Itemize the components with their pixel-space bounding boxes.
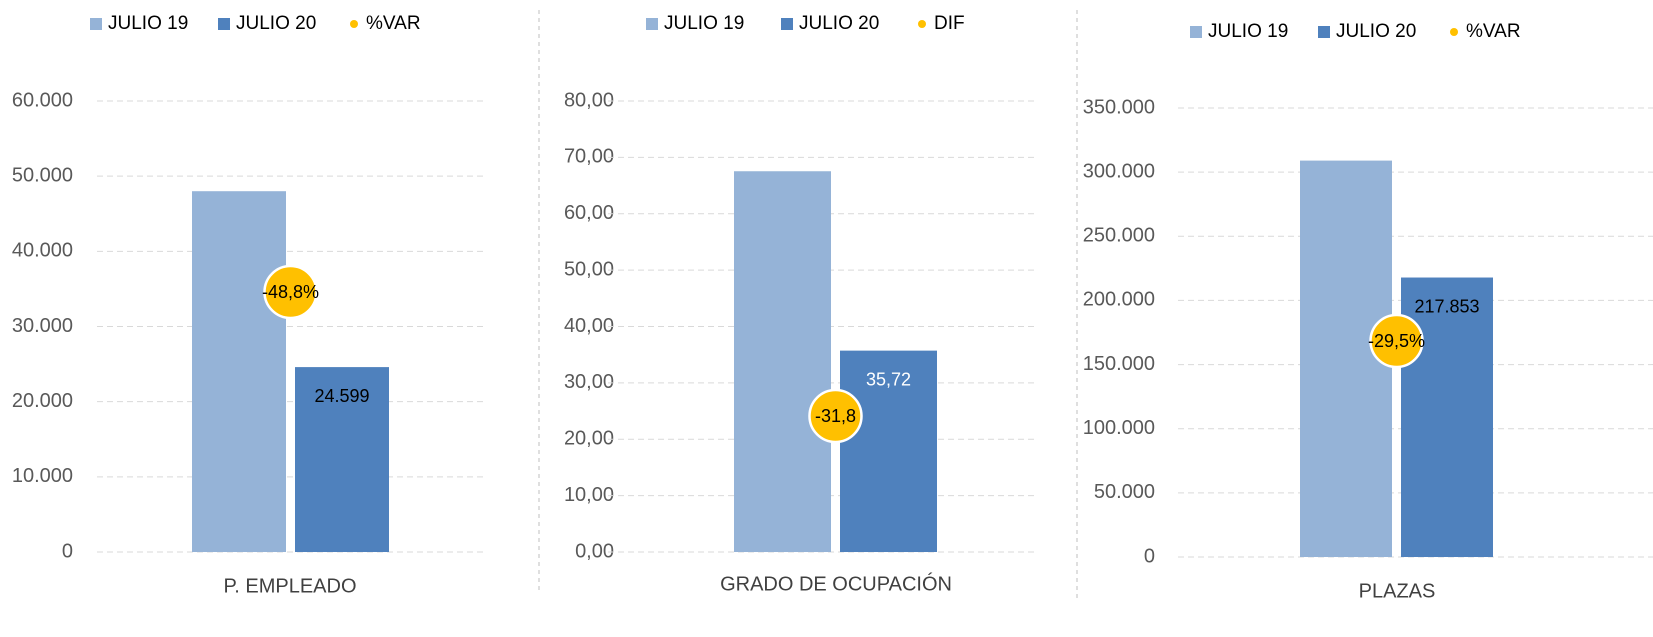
legend-label: %VAR: [366, 13, 421, 34]
legend-swatch: [1190, 26, 1202, 38]
legend-swatch: [1318, 26, 1330, 38]
legend-swatch: [646, 18, 658, 30]
bar: [1401, 277, 1493, 557]
y-tick-label: 60.000: [12, 89, 73, 111]
y-tick-label: 30,00: [564, 371, 614, 393]
legend-swatch: [1450, 28, 1458, 36]
var-bubble: [808, 388, 863, 444]
y-tick-label: 50.000: [1094, 481, 1155, 503]
legend-label: JULIO 19: [1208, 21, 1288, 42]
legend-swatch: [218, 18, 230, 30]
y-tick-label: 30.000: [12, 315, 73, 337]
y-tick-label: 300.000: [1083, 160, 1155, 182]
legend-swatch: [90, 18, 102, 30]
y-tick-label: 10.000: [12, 465, 73, 487]
data-label: -48,8%: [262, 282, 319, 302]
y-tick-label: 350.000: [1083, 96, 1155, 118]
data-label: 24.599: [314, 386, 369, 406]
y-tick-label: 70,00: [564, 146, 614, 168]
legend-swatch: [918, 20, 926, 28]
legend-label: JULIO 20: [236, 13, 316, 34]
legend-label: JULIO 19: [108, 13, 188, 34]
bar: [192, 191, 286, 552]
y-tick-label: 250.000: [1083, 225, 1155, 247]
y-tick-label: 0: [1144, 545, 1155, 567]
legend-label: JULIO 19: [664, 13, 744, 34]
x-tick-label: PLAZAS: [1359, 580, 1436, 602]
y-tick-label: 20.000: [12, 390, 73, 412]
y-tick-label: 0,00: [575, 540, 614, 562]
y-tick-label: 0: [62, 540, 73, 562]
legend-swatch: [350, 20, 358, 28]
bar: [840, 350, 937, 552]
y-tick-label: 50.000: [12, 164, 73, 186]
y-tick-label: 10,00: [564, 484, 614, 506]
legend-label: DIF: [934, 13, 965, 34]
data-label: -29,5%: [1368, 331, 1425, 351]
var-bubble: [1369, 313, 1424, 369]
bar: [295, 367, 389, 552]
y-tick-label: 40,00: [564, 315, 614, 337]
legend-label: JULIO 20: [799, 13, 879, 34]
var-bubble: [263, 264, 318, 320]
y-tick-label: 100.000: [1083, 417, 1155, 439]
y-tick-label: 60,00: [564, 202, 614, 224]
x-tick-label: GRADO DE OCUPACIÓN: [720, 572, 952, 595]
y-tick-label: 150.000: [1083, 353, 1155, 375]
legend-label: %VAR: [1466, 21, 1521, 42]
y-tick-label: 50,00: [564, 258, 614, 280]
y-tick-label: 200.000: [1083, 289, 1155, 311]
legend-label: JULIO 20: [1336, 21, 1416, 42]
bar: [734, 171, 831, 552]
data-label: -31,8: [815, 406, 856, 426]
x-tick-label: P. EMPLEADO: [223, 575, 356, 597]
y-tick-label: 80,00: [564, 89, 614, 111]
y-tick-label: 20,00: [564, 428, 614, 450]
legend-swatch: [781, 18, 793, 30]
data-label: 217.853: [1414, 296, 1479, 316]
data-label: 35,72: [866, 369, 911, 389]
y-tick-label: 40.000: [12, 240, 73, 262]
